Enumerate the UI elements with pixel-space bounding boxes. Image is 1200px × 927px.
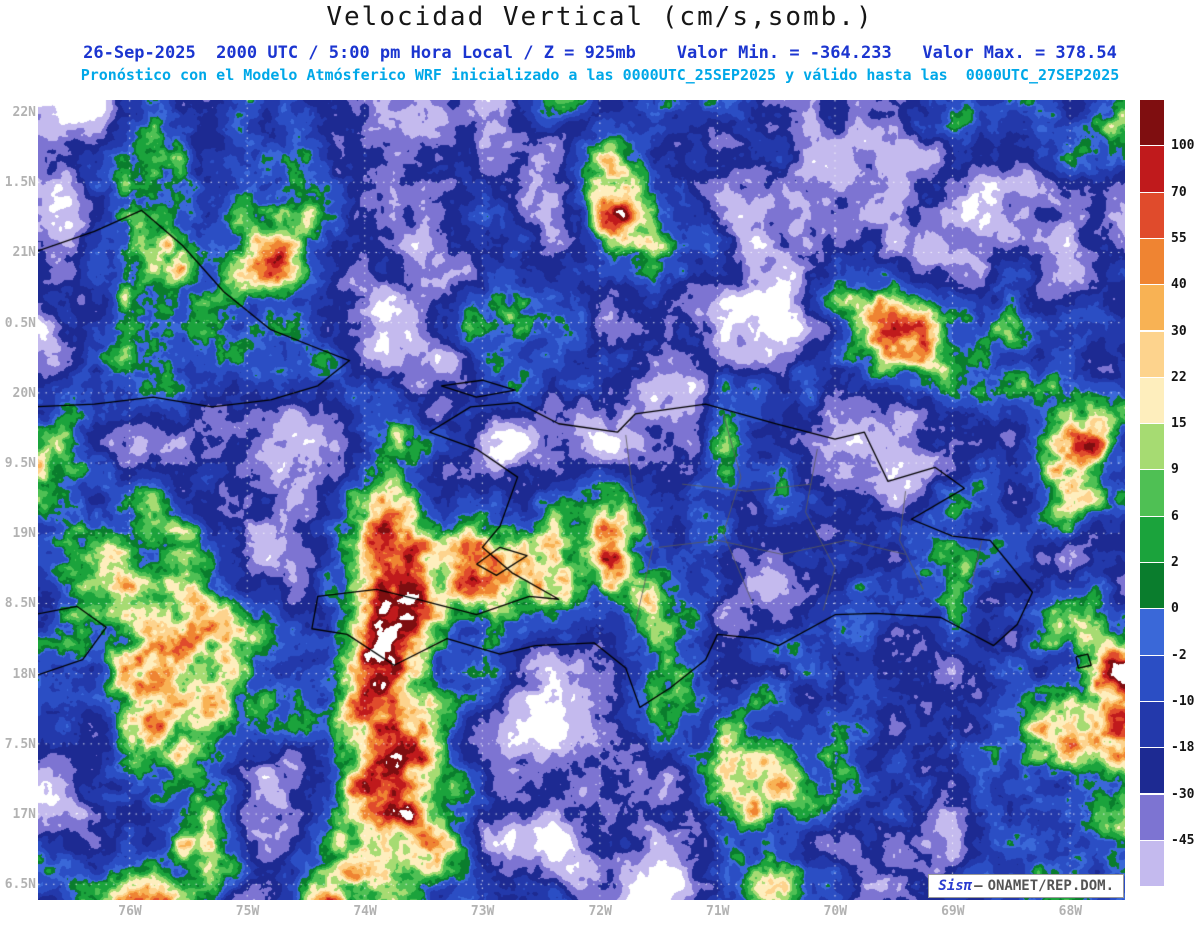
colorbar-tick-label: 15 [1171, 416, 1187, 432]
colorbar-tick-label: -10 [1171, 693, 1195, 709]
lon-tick-label: 71W [706, 904, 730, 919]
colorbar-tick-label: -2 [1171, 647, 1187, 663]
colorbar-segment [1140, 100, 1164, 146]
lon-tick-label: 70W [823, 904, 848, 919]
map-area: Sisπ – ONAMET/REP.DOM. [38, 100, 1125, 900]
lat-tick-label: 8.5N [4, 596, 36, 612]
watermark: Sisπ – ONAMET/REP.DOM. [928, 874, 1124, 898]
colorbar-tick-label: -18 [1171, 740, 1195, 756]
lat-tick-label: 19N [12, 526, 36, 542]
colorbar-tick-label: 2 [1171, 555, 1179, 570]
colorbar-segment [1140, 331, 1164, 377]
colorbar-segment [1140, 840, 1164, 887]
valid-time-line: 26-Sep-2025 2000 UTC / 5:00 pm Hora Loca… [83, 43, 1117, 63]
lat-tick-label: 22N [12, 105, 36, 120]
colorbar-tick-label: 0 [1171, 601, 1179, 617]
lat-tick-label: 6.5N [4, 877, 36, 893]
colorbar-segment [1140, 609, 1164, 655]
map-canvas [38, 100, 1125, 900]
watermark-org: ONAMET/REP.DOM. [987, 878, 1114, 894]
model-info-line: Pronóstico con el Modelo Atmósferico WRF… [80, 66, 1120, 84]
lat-tick-label: 7.5N [4, 736, 36, 752]
colorbar-segment [1140, 701, 1164, 748]
colorbar-segment [1140, 655, 1164, 701]
colorbar-tick-label: 30 [1171, 323, 1187, 339]
lat-tick-label: 20N [12, 385, 36, 401]
colorbar-tick-label: 55 [1171, 230, 1187, 246]
colorbar-tick-label: -45 [1171, 832, 1195, 848]
lon-tick-label: 72W [588, 904, 612, 919]
chart-title: Velocidad Vertical (cm/s,somb.) [326, 2, 874, 32]
colorbar-segment [1140, 748, 1164, 794]
colorbar-tick-label: 40 [1171, 277, 1187, 293]
lon-tick-label: 76W [118, 904, 142, 919]
lon-tick-label: 68W [1058, 904, 1083, 919]
colorbar-segment [1140, 192, 1164, 238]
lat-tick-label: 17N [12, 807, 36, 822]
colorbar-tick-label: 22 [1171, 369, 1187, 385]
colorbar-tick-label: 6 [1171, 508, 1179, 524]
colorbar-tick-label: 70 [1171, 184, 1187, 200]
colorbar-segment [1140, 285, 1164, 331]
colorbar-segment [1140, 238, 1164, 285]
lon-tick-label: 69W [941, 904, 965, 919]
lat-tick-label: 0.5N [4, 315, 36, 331]
lon-tick-label: 74W [353, 904, 377, 919]
colorbar-tick-label: -30 [1171, 786, 1195, 802]
lon-tick-label: 73W [470, 904, 495, 919]
colorbar-segment [1140, 470, 1164, 516]
colorbar-segment [1140, 563, 1164, 609]
colorbar-tick-label: 100 [1171, 138, 1195, 154]
colorbar-segment [1140, 516, 1164, 562]
watermark-brand: Sisπ [938, 878, 973, 894]
lat-tick-label: 9.5N [4, 456, 36, 471]
watermark-separator: – [974, 878, 983, 894]
colorbar-segment [1140, 794, 1164, 840]
lat-tick-label: 18N [12, 666, 36, 682]
lat-tick-label: 1.5N [4, 175, 36, 191]
lat-tick-label: 21N [12, 245, 36, 261]
colorbar-segment [1140, 377, 1164, 424]
colorbar-segment [1140, 424, 1164, 470]
lon-tick-label: 75W [235, 904, 260, 919]
colorbar-tick-label: 9 [1171, 462, 1179, 478]
colorbar-segment [1140, 146, 1164, 192]
